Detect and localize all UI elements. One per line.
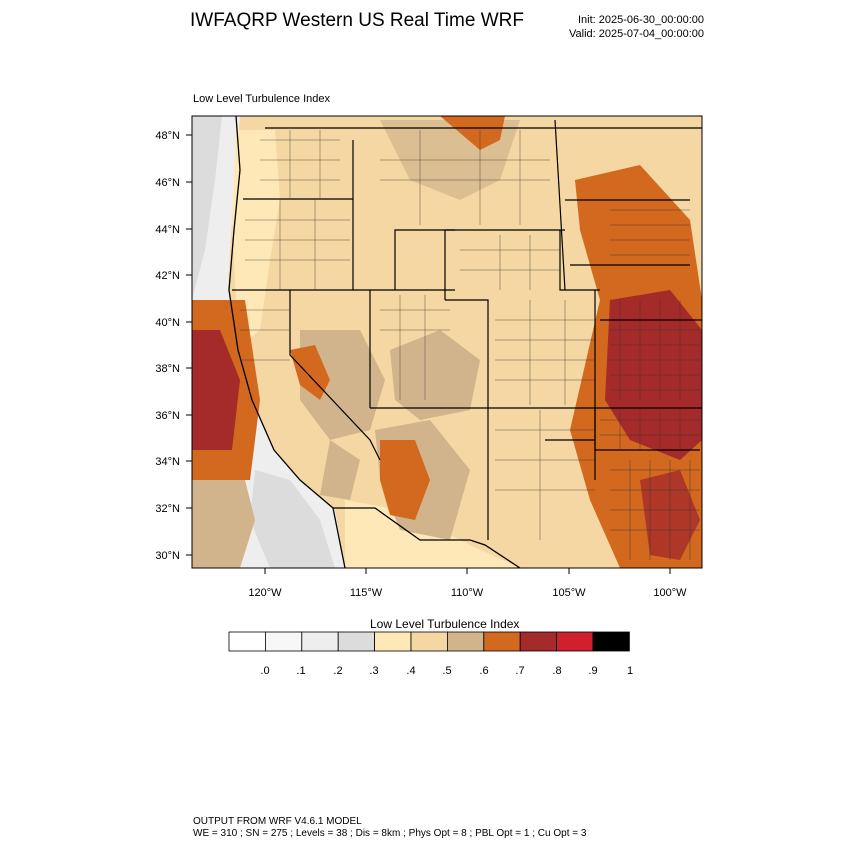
colorbar-label: .7 <box>515 665 524 677</box>
colorbar-title: Low Level Turbulence Index <box>370 617 520 631</box>
colorbar-label: 1 <box>627 665 633 677</box>
ocean-gray-south <box>250 470 335 568</box>
lat-label: 42°N <box>155 270 180 282</box>
footer-config: WE = 310 ; SN = 275 ; Levels = 38 ; Dis … <box>193 828 587 839</box>
colorbar-label: .1 <box>296 665 305 677</box>
colorbar-swatch <box>483 631 521 652</box>
lat-label: 44°N <box>155 224 180 236</box>
colorbar-label: .8 <box>552 665 561 677</box>
mexico-border <box>333 507 521 568</box>
ocean-gray-north <box>192 116 222 300</box>
orange-north-border <box>400 116 505 150</box>
tan-nevada <box>300 330 385 440</box>
colorbar-swatch <box>446 631 485 652</box>
lat-label: 30°N <box>155 550 180 562</box>
colorbar-swatch <box>264 631 303 652</box>
colorbar-swatch <box>410 631 448 652</box>
coastline <box>228 116 346 568</box>
lon-label: 105°W <box>552 587 586 599</box>
footer-model: OUTPUT FROM WRF V4.6.1 MODEL <box>193 816 362 827</box>
lat-label: 38°N <box>155 363 180 375</box>
colorbar-labels: .0 .1 .2 .3 .4 .5 .6 .7 .8 .9 1 <box>260 665 633 677</box>
lat-label: 34°N <box>155 456 180 468</box>
lat-label: 36°N <box>155 410 180 422</box>
colorbar-swatch <box>519 631 558 652</box>
colorbar-label: .0 <box>260 665 269 677</box>
boundary-lines <box>228 116 702 568</box>
colorbar-swatch <box>301 631 339 652</box>
lon-label: 100°W <box>653 587 687 599</box>
init-time: Init: 2025-06-30_00:00:00 <box>578 14 704 26</box>
colorbar-label: .6 <box>479 665 488 677</box>
lat-label: 32°N <box>155 503 180 515</box>
pale-coastal <box>232 130 280 340</box>
orange-arizona <box>380 440 430 520</box>
county-grid <box>240 130 700 560</box>
colorbar-swatch <box>374 631 412 652</box>
chart-title: IWFAQRP Western US Real Time WRF <box>190 10 524 31</box>
colorbar-label: .5 <box>442 665 451 677</box>
lon-label: 110°W <box>451 587 484 599</box>
lon-label: 115°W <box>350 587 383 599</box>
tan-utah <box>390 330 480 420</box>
lat-label: 48°N <box>155 130 180 142</box>
lat-ticks <box>186 134 192 556</box>
colorbar-label: .3 <box>369 665 378 677</box>
colorbar-swatch <box>592 631 630 652</box>
colorbar-swatch <box>228 631 266 652</box>
colorbar-swatch <box>556 631 594 652</box>
colorbar-label: .2 <box>333 665 342 677</box>
lon-labels: 120°W 115°W 110°W 105°W 100°W <box>248 587 687 599</box>
colorbar-label: .9 <box>588 665 597 677</box>
valid-time: Valid: 2025-07-04_00:00:00 <box>569 28 704 40</box>
turbulence-field <box>192 116 702 568</box>
colorbar-swatch <box>337 631 376 652</box>
state-borders <box>232 119 702 540</box>
lat-label: 40°N <box>155 317 180 329</box>
map-frame <box>191 115 703 569</box>
tan-offshore <box>192 460 255 568</box>
lon-label: 120°W <box>248 587 282 599</box>
colorbar <box>228 631 630 652</box>
colorbar-label: .4 <box>406 665 415 677</box>
map-subtitle: Low Level Turbulence Index <box>193 93 330 105</box>
red-ocean-core <box>192 330 240 450</box>
tan-socal <box>320 440 360 500</box>
lon-ticks <box>264 568 671 574</box>
lat-labels: 48°N 46°N 44°N 42°N 40°N 38°N 36°N 34°N … <box>155 130 180 562</box>
lat-label: 46°N <box>155 177 180 189</box>
